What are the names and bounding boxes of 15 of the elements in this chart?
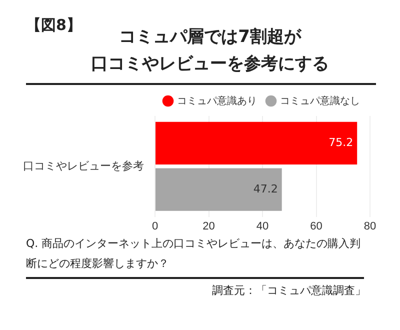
y-tick-label: 口コミやレビューを参考 — [23, 159, 144, 172]
text: Q. 商品のインターネット上の口コミやレビューは、あなたの購入判断にどの程度影響しますか？ — [26, 236, 362, 272]
text: 【図8】 — [26, 16, 82, 35]
data-label: 75.2 — [328, 136, 354, 150]
chart-subtitle: 口コミやレビューを参考にする — [90, 53, 330, 76]
x-tick-label: 80 — [364, 220, 376, 232]
chart-title: コミュパ層では7割超が — [119, 27, 301, 47]
x-tick-label: 0 — [152, 220, 158, 232]
x-tick-label: 60 — [310, 220, 322, 232]
x-tick-label: 40 — [256, 220, 269, 232]
x-tick-label: 20 — [202, 220, 215, 232]
legend-label: コミュパ意識あり — [177, 94, 257, 107]
legend-label: コミュパ意識なし — [280, 94, 360, 107]
data-label: 47.2 — [253, 182, 278, 196]
text: 調査元：「コミュパ意識調査」 — [211, 283, 366, 298]
